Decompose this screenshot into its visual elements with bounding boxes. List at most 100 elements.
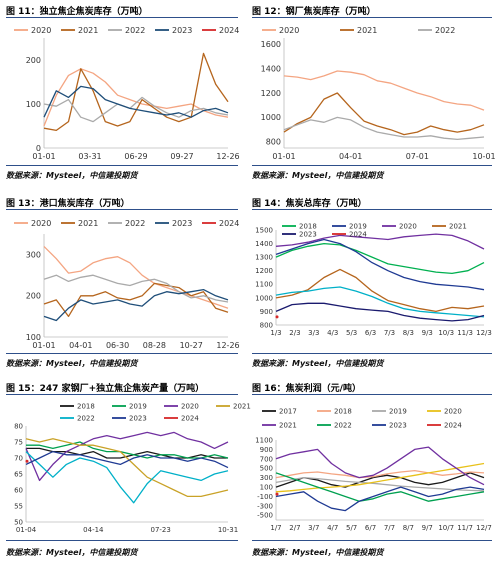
series-line-2020 bbox=[275, 233, 485, 250]
x-tick-label: 04-01 bbox=[339, 152, 362, 161]
series-line-2021 bbox=[43, 282, 229, 318]
y-tick-label: 300 bbox=[26, 250, 41, 259]
source-note: 数据来源：Mysteel，中信建投期货 bbox=[6, 171, 138, 180]
figure-title: 图 16：焦炭利润（元/吨） bbox=[252, 384, 361, 394]
y-tick-label: 70 bbox=[14, 454, 23, 462]
legend-label-2020: 2020 bbox=[279, 26, 299, 35]
x-tick-label: 5/3 bbox=[346, 329, 357, 337]
legend-label-2022: 2022 bbox=[77, 414, 95, 422]
series-line-2021 bbox=[283, 92, 485, 136]
series-line-2018 bbox=[275, 242, 485, 275]
x-tick-label: 06-30 bbox=[106, 341, 129, 350]
legend-label-2021: 2021 bbox=[78, 26, 98, 35]
legend-label-2023: 2023 bbox=[389, 421, 407, 429]
y-tick-label: 65 bbox=[14, 470, 23, 478]
source-note: 数据来源：Mysteel，中信建投期货 bbox=[6, 359, 138, 368]
x-tick-label: 04-01 bbox=[69, 341, 92, 350]
series-line-2022 bbox=[43, 274, 229, 303]
y-tick-label: 0 bbox=[36, 144, 41, 153]
series-line-2023 bbox=[275, 486, 485, 512]
x-tick-label: 11/3 bbox=[457, 329, 473, 337]
y-tick-label: 1000 bbox=[255, 294, 273, 302]
x-tick-label: 10/7 bbox=[438, 524, 454, 532]
x-tick-label: 10/3 bbox=[438, 329, 454, 337]
x-tick-label: 01-01 bbox=[32, 152, 55, 161]
x-tick-label: 01-04 bbox=[16, 526, 37, 534]
x-tick-label: 07-01 bbox=[406, 152, 429, 161]
source-divider bbox=[6, 353, 238, 354]
x-tick-label: 12/3 bbox=[476, 329, 492, 337]
legend-label-2024: 2024 bbox=[181, 414, 199, 422]
series-line-2023 bbox=[43, 85, 229, 118]
title-divider bbox=[252, 17, 492, 18]
series-line-2022 bbox=[275, 472, 485, 502]
legend-label-2021: 2021 bbox=[78, 219, 98, 228]
x-tick-label: 7/3 bbox=[384, 329, 395, 337]
y-tick-label: 100 bbox=[26, 333, 41, 342]
y-tick-label: 60 bbox=[14, 486, 23, 494]
series-line-2023 bbox=[25, 450, 229, 469]
series-line-2020 bbox=[43, 68, 229, 127]
y-tick-label: 1500 bbox=[255, 226, 273, 234]
series-line-2017 bbox=[275, 472, 485, 488]
legend-label-2020: 2020 bbox=[399, 222, 417, 230]
y-tick-label: 900 bbox=[260, 308, 273, 316]
y-tick-label: 80 bbox=[14, 422, 23, 430]
legend-label-2020: 2020 bbox=[444, 407, 462, 415]
figure-title: 图 15：247 家钢厂+独立焦企焦炭产量（万吨） bbox=[6, 384, 205, 394]
legend-label-2018: 2018 bbox=[77, 402, 95, 410]
y-tick-label: -100 bbox=[257, 493, 273, 501]
x-tick-label: 2/7 bbox=[289, 524, 300, 532]
y-tick-label: 75 bbox=[14, 438, 23, 446]
x-tick-label: 1/7 bbox=[270, 524, 281, 532]
legend-label-2020: 2020 bbox=[31, 26, 51, 35]
source-divider bbox=[252, 540, 492, 541]
legend-label-2024: 2024 bbox=[349, 230, 367, 238]
x-tick-label: 8/3 bbox=[403, 329, 414, 337]
y-tick-label: 1300 bbox=[255, 254, 273, 262]
y-tick-label: 1400 bbox=[261, 64, 281, 73]
legend-label-2024: 2024 bbox=[444, 421, 462, 429]
source-note: 数据来源：Mysteel，中信建投期货 bbox=[252, 548, 384, 557]
legend-label-2020: 2020 bbox=[181, 402, 199, 410]
y-tick-label: 100 bbox=[26, 100, 41, 109]
y-tick-label: 500 bbox=[260, 465, 273, 473]
x-tick-label: 11/7 bbox=[457, 524, 473, 532]
y-tick-label: 1200 bbox=[255, 267, 273, 275]
series-line-2020 bbox=[275, 462, 485, 493]
x-tick-label: 10-01 bbox=[472, 152, 495, 161]
legend-label-2022: 2022 bbox=[125, 26, 145, 35]
series-line-2021 bbox=[275, 446, 485, 486]
legend-label-2019: 2019 bbox=[389, 407, 407, 415]
series-line-2022 bbox=[25, 451, 229, 504]
source-divider bbox=[6, 165, 238, 166]
series-line-2021 bbox=[43, 52, 229, 132]
x-tick-label: 3/7 bbox=[308, 524, 319, 532]
source-note: 数据来源：Mysteel，中信建投期货 bbox=[252, 171, 384, 180]
title-divider bbox=[6, 394, 238, 395]
figure-title: 图 12：钢厂焦炭库存（万吨） bbox=[252, 7, 376, 17]
legend-label-2024: 2024 bbox=[219, 219, 239, 228]
y-tick-label: 1600 bbox=[261, 40, 281, 49]
y-tick-label: 100 bbox=[260, 484, 273, 492]
figure-title: 图 13：港口焦炭库存（万吨） bbox=[6, 199, 130, 209]
series-line-2022 bbox=[275, 286, 485, 318]
x-tick-label: 6/3 bbox=[365, 329, 376, 337]
series-line-2020 bbox=[25, 431, 229, 482]
y-tick-label: 1100 bbox=[255, 436, 273, 444]
legend-label-2023: 2023 bbox=[172, 219, 192, 228]
series-line-2022 bbox=[283, 116, 485, 141]
series-line-2021 bbox=[25, 438, 229, 498]
x-tick-label: 4/7 bbox=[327, 524, 338, 532]
legend-label-2023: 2023 bbox=[172, 26, 192, 35]
y-tick-label: 50 bbox=[14, 518, 23, 526]
x-tick-label: 03-31 bbox=[78, 152, 101, 161]
source-divider bbox=[252, 353, 492, 354]
series-line-2022 bbox=[43, 96, 229, 123]
series-point-2024 bbox=[25, 459, 29, 463]
title-divider bbox=[252, 394, 492, 395]
